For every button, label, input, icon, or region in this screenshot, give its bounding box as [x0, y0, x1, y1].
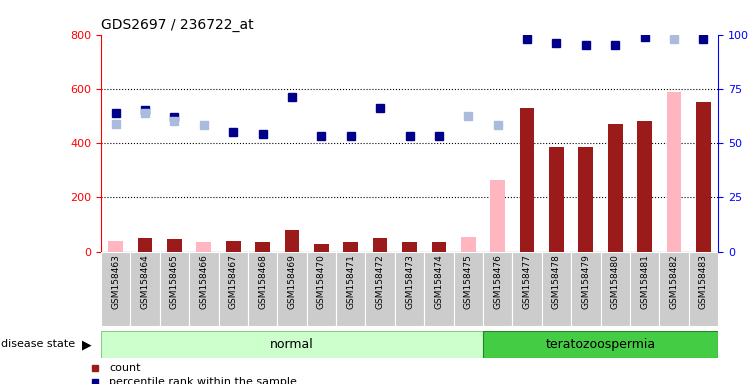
Bar: [520, 108, 534, 252]
Text: GSM158470: GSM158470: [317, 254, 326, 309]
Bar: [226, 241, 241, 252]
Text: disease state: disease state: [1, 339, 76, 349]
Text: GSM158476: GSM158476: [493, 254, 502, 309]
Text: GSM158466: GSM158466: [199, 254, 209, 309]
Text: GSM158475: GSM158475: [464, 254, 473, 309]
Bar: [432, 242, 447, 252]
Text: GSM158467: GSM158467: [229, 254, 238, 309]
Bar: [549, 147, 564, 252]
Bar: [307, 252, 336, 326]
Bar: [608, 124, 622, 252]
Bar: [255, 242, 270, 252]
Text: GSM158464: GSM158464: [141, 254, 150, 308]
Text: GSM158465: GSM158465: [170, 254, 179, 309]
Text: GSM158478: GSM158478: [552, 254, 561, 309]
Bar: [343, 242, 358, 252]
Text: GSM158483: GSM158483: [699, 254, 708, 309]
Bar: [189, 252, 218, 326]
Text: percentile rank within the sample: percentile rank within the sample: [109, 377, 298, 384]
Bar: [696, 103, 711, 252]
Text: GSM158481: GSM158481: [640, 254, 649, 309]
Text: GSM158469: GSM158469: [287, 254, 296, 309]
Bar: [578, 147, 593, 252]
Bar: [108, 241, 123, 252]
Bar: [167, 239, 182, 252]
Bar: [453, 252, 483, 326]
Bar: [666, 91, 681, 252]
Bar: [197, 242, 211, 252]
Bar: [571, 252, 601, 326]
Bar: [130, 252, 160, 326]
Text: GSM158479: GSM158479: [581, 254, 590, 309]
Text: GSM158477: GSM158477: [523, 254, 532, 309]
Text: GSM158480: GSM158480: [610, 254, 620, 309]
Bar: [659, 252, 689, 326]
Bar: [461, 237, 476, 252]
Text: GSM158471: GSM158471: [346, 254, 355, 309]
Bar: [689, 252, 718, 326]
Bar: [285, 230, 299, 252]
Text: GDS2697 / 236722_at: GDS2697 / 236722_at: [101, 18, 254, 32]
Bar: [314, 244, 328, 252]
Bar: [491, 180, 505, 252]
Bar: [637, 121, 652, 252]
Text: teratozoospermia: teratozoospermia: [545, 338, 655, 351]
Bar: [160, 252, 189, 326]
Bar: [601, 252, 630, 326]
Bar: [336, 252, 366, 326]
Bar: [138, 238, 153, 252]
Bar: [402, 242, 417, 252]
Text: GSM158468: GSM158468: [258, 254, 267, 309]
Bar: [483, 252, 512, 326]
Bar: [366, 252, 395, 326]
Bar: [483, 331, 718, 358]
Text: GSM158473: GSM158473: [405, 254, 414, 309]
Text: normal: normal: [270, 338, 314, 351]
Bar: [395, 252, 424, 326]
Bar: [108, 242, 123, 252]
Bar: [278, 252, 307, 326]
Text: GSM158472: GSM158472: [375, 254, 384, 308]
Bar: [512, 252, 542, 326]
Text: GSM158474: GSM158474: [435, 254, 444, 308]
Bar: [373, 238, 387, 252]
Bar: [542, 252, 571, 326]
Bar: [101, 331, 483, 358]
Text: count: count: [109, 363, 141, 373]
Bar: [424, 252, 453, 326]
Bar: [218, 252, 248, 326]
Bar: [248, 252, 278, 326]
Text: GSM158463: GSM158463: [111, 254, 120, 309]
Text: ▶: ▶: [82, 338, 92, 351]
Text: GSM158482: GSM158482: [669, 254, 678, 308]
Bar: [101, 252, 130, 326]
Bar: [630, 252, 659, 326]
